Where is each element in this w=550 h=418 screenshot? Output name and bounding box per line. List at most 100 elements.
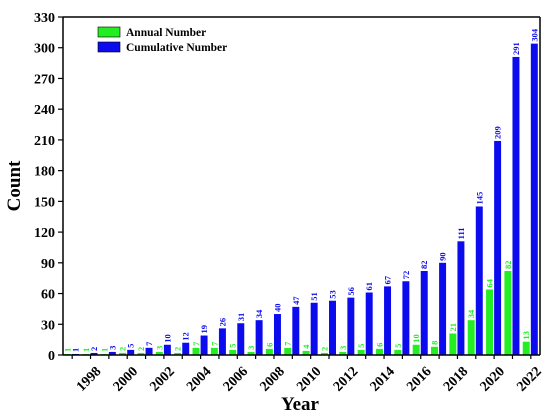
x-tick-label-2004: 2004 <box>184 364 214 394</box>
cumulative-bar-1998 <box>90 352 98 355</box>
y-tick-label-330: 330 <box>34 11 55 26</box>
cumulative-bar-2000 <box>127 349 135 355</box>
cumulative-bar-2006 <box>237 323 245 355</box>
legend: Annual Number Cumulative Number <box>97 26 227 54</box>
annual-bar-2018 <box>449 333 457 355</box>
cumulative-bar-2003 <box>182 342 190 355</box>
cumulative-label-1998: 2 <box>89 347 99 351</box>
annual-bar-2006 <box>229 349 237 355</box>
legend-swatch-annual <box>97 26 121 38</box>
annual-label-2014: 6 <box>374 343 384 347</box>
annual-label-2013: 5 <box>356 344 366 348</box>
annual-bar-2011 <box>320 352 328 355</box>
x-tick-label-1998: 1998 <box>74 364 104 394</box>
cumulative-label-2007: 34 <box>254 309 264 318</box>
cumulative-label-2022: 304 <box>529 28 539 42</box>
x-tick-label-2022: 2022 <box>514 364 544 394</box>
cumulative-bar-2008 <box>273 314 281 355</box>
cumulative-bar-2007 <box>255 320 263 355</box>
annual-label-1998: 1 <box>81 348 91 352</box>
y-tick-label-120: 120 <box>34 226 55 241</box>
y-tick-label-300: 300 <box>34 42 55 57</box>
x-tick-label-2014: 2014 <box>368 364 398 394</box>
cumulative-label-2005: 26 <box>217 318 227 327</box>
annual-bar-2008 <box>265 348 273 355</box>
cumulative-bar-2019 <box>475 206 483 355</box>
cumulative-bar-2014 <box>384 286 392 355</box>
annual-label-2019: 34 <box>466 309 476 318</box>
annual-label-2020: 64 <box>485 278 495 287</box>
annual-label-2009: 7 <box>283 341 293 346</box>
x-tick-label-2020: 2020 <box>478 364 508 394</box>
annual-label-2000: 2 <box>118 347 128 351</box>
annual-bar-2016 <box>412 344 420 355</box>
cumulative-label-2021: 291 <box>511 42 521 55</box>
cumulative-label-2000: 5 <box>126 344 136 348</box>
annual-label-2008: 6 <box>264 343 274 347</box>
cumulative-bar-2016 <box>420 271 428 355</box>
annual-bar-2005 <box>210 347 218 355</box>
cumulative-label-2015: 72 <box>401 271 411 280</box>
annual-bar-2017 <box>431 346 438 355</box>
cumulative-bar-2005 <box>218 328 226 355</box>
cumulative-label-2011: 53 <box>328 290 338 299</box>
x-tick-label-2006: 2006 <box>221 364 251 394</box>
x-tick-label-2016: 2016 <box>404 364 434 394</box>
bars-layer <box>64 43 538 355</box>
legend-label-cumulative: Cumulative Number <box>126 42 227 54</box>
cumulative-label-2012: 56 <box>346 287 356 296</box>
annual-label-2001: 2 <box>136 347 146 351</box>
annual-label-1997: 1 <box>63 348 73 352</box>
x-tick-label-2008: 2008 <box>257 364 287 394</box>
annual-label-2021: 82 <box>503 261 513 270</box>
y-tick-label-210: 210 <box>34 134 55 149</box>
annual-bar-2020 <box>486 289 494 355</box>
cumulative-bar-2009 <box>292 306 300 355</box>
cumulative-label-1999: 3 <box>107 346 117 350</box>
annual-label-1999: 1 <box>99 348 109 352</box>
y-tick-label-60: 60 <box>41 288 55 303</box>
annual-label-2004: 7 <box>191 341 201 346</box>
annual-bar-2009 <box>284 347 292 355</box>
cumulative-label-2019: 145 <box>474 192 484 205</box>
cumulative-bar-2018 <box>457 241 465 355</box>
y-tick-label-0: 0 <box>48 349 55 364</box>
cumulative-label-2008: 40 <box>272 304 282 313</box>
y-tick-label-240: 240 <box>34 103 55 118</box>
annual-bar-2022 <box>522 341 530 355</box>
cumulative-label-2016: 82 <box>419 261 429 270</box>
cumulative-label-1997: 1 <box>71 348 81 352</box>
cumulative-bar-2015 <box>402 281 410 355</box>
cumulative-bar-1999 <box>108 351 116 355</box>
annual-bar-2015 <box>394 349 402 355</box>
annual-label-2005: 7 <box>209 341 219 346</box>
annual-bar-2010 <box>302 350 310 355</box>
cumulative-bar-2001 <box>145 347 153 355</box>
annual-label-2022: 13 <box>521 331 531 340</box>
y-tick-label-270: 270 <box>34 72 55 87</box>
annual-label-2010: 4 <box>301 344 311 349</box>
cumulative-label-2020: 209 <box>493 126 503 139</box>
cumulative-label-2018: 111 <box>456 227 466 239</box>
annual-bar-2004 <box>192 347 200 355</box>
annual-label-2015: 5 <box>393 344 403 348</box>
annual-label-2007: 3 <box>246 346 256 350</box>
y-tick-label-90: 90 <box>41 257 55 272</box>
cumulative-bar-2017 <box>439 262 447 355</box>
cumulative-label-2009: 47 <box>291 296 301 305</box>
annual-bar-2012 <box>339 351 347 355</box>
cumulative-label-2002: 10 <box>162 334 172 343</box>
annual-bar-2001 <box>137 352 145 355</box>
cumulative-label-2003: 12 <box>181 332 191 341</box>
annual-bar-2013 <box>357 349 365 355</box>
cumulative-label-2001: 7 <box>144 341 154 346</box>
annual-label-2016: 10 <box>411 334 421 343</box>
annual-bar-2014 <box>375 348 383 355</box>
cumulative-label-2004: 19 <box>199 325 209 334</box>
x-tick-label-2012: 2012 <box>331 364 361 394</box>
cumulative-bar-2012 <box>347 297 355 355</box>
cumulative-label-2017: 90 <box>438 252 448 261</box>
cumulative-bar-2004 <box>200 335 208 355</box>
